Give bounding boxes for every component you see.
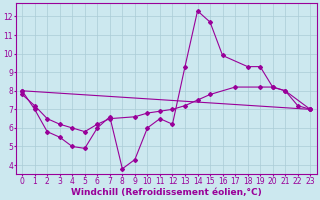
X-axis label: Windchill (Refroidissement éolien,°C): Windchill (Refroidissement éolien,°C) [71,188,261,197]
